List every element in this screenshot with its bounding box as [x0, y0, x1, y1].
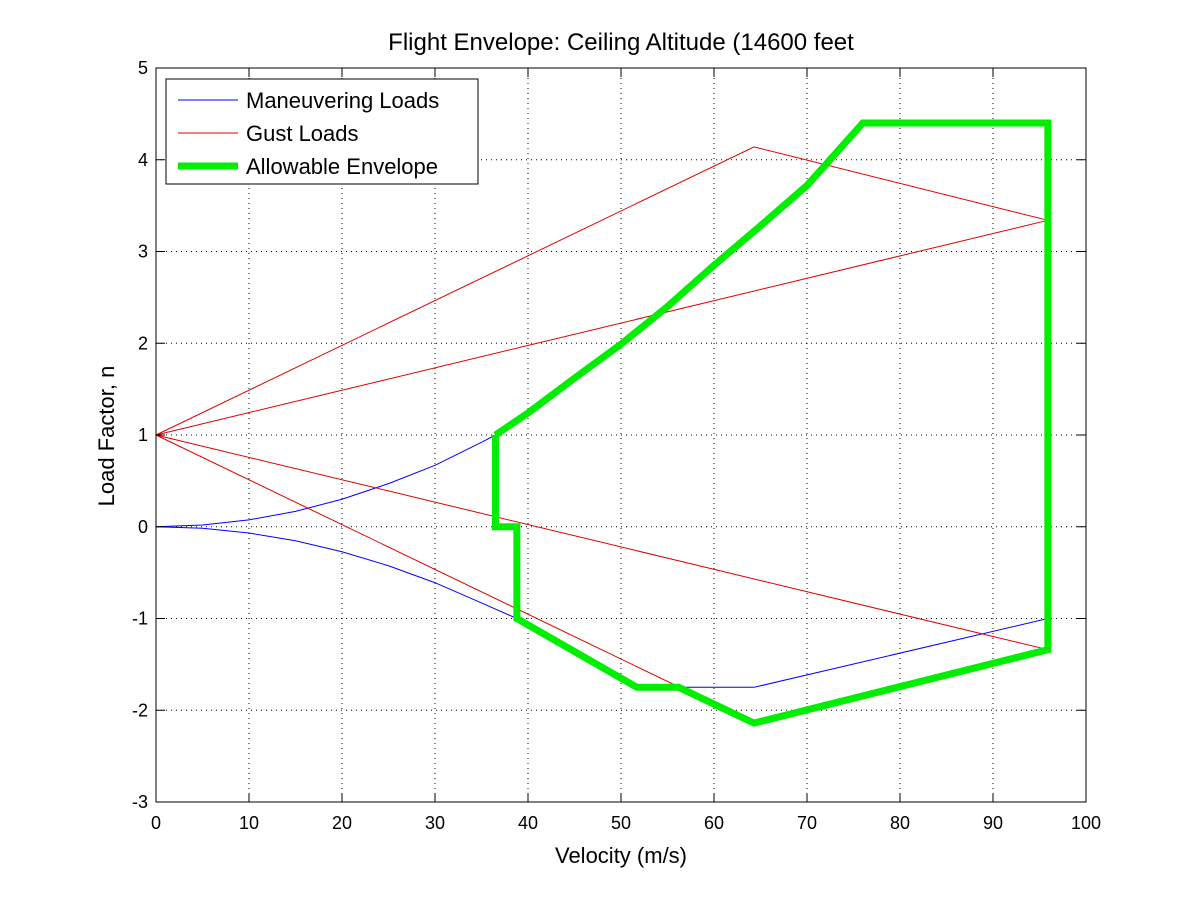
legend-label: Allowable Envelope	[246, 154, 438, 179]
legend: Maneuvering Loads Gust Loads Allowable Env…	[165, 78, 479, 185]
x-tick-label: 90	[983, 813, 1003, 833]
y-tick-label: -1	[132, 609, 148, 629]
series-lines	[155, 119, 1052, 727]
x-tick-label: 0	[151, 813, 161, 833]
y-tick-label: 3	[138, 242, 148, 262]
series-line	[155, 434, 1048, 651]
grid-lines	[156, 68, 1086, 802]
chart-title: Flight Envelope: Ceiling Altitude (14600…	[388, 29, 854, 56]
y-tick-label: 4	[138, 150, 148, 170]
y-tick-label: 5	[138, 58, 148, 78]
series-line	[155, 219, 1048, 436]
legend-label: Maneuvering Loads	[246, 88, 439, 113]
x-tick-label: 70	[797, 813, 817, 833]
series-allowable-envelope	[491, 119, 1052, 727]
axis-ticks: 0 10 20 30 40 50 60 70 80 90 100 -3 -2 -1 0 1 2 3 4 5	[132, 58, 1101, 833]
y-axis-title: Load Factor, n	[94, 366, 119, 507]
x-axis-title: Velocity (m/s)	[555, 843, 687, 868]
y-tick-label: 0	[138, 517, 148, 537]
legend-label: Gust Loads	[246, 121, 359, 146]
x-tick-label: 80	[890, 813, 910, 833]
series-line	[155, 434, 496, 528]
y-tick-label: -3	[132, 792, 148, 812]
x-tick-label: 100	[1071, 813, 1101, 833]
series-line	[155, 146, 1048, 436]
y-tick-label: 1	[138, 425, 148, 445]
x-tick-label: 50	[611, 813, 631, 833]
x-tick-label: 10	[239, 813, 259, 833]
series-line	[491, 119, 1052, 727]
legend-entries: Maneuvering Loads Gust Loads Allowable Env…	[178, 88, 439, 179]
y-tick-label: -2	[132, 700, 148, 720]
x-tick-label: 30	[425, 813, 445, 833]
x-tick-label: 60	[704, 813, 724, 833]
x-tick-label: 40	[518, 813, 538, 833]
y-tick-label: 2	[138, 333, 148, 353]
x-tick-label: 20	[332, 813, 352, 833]
